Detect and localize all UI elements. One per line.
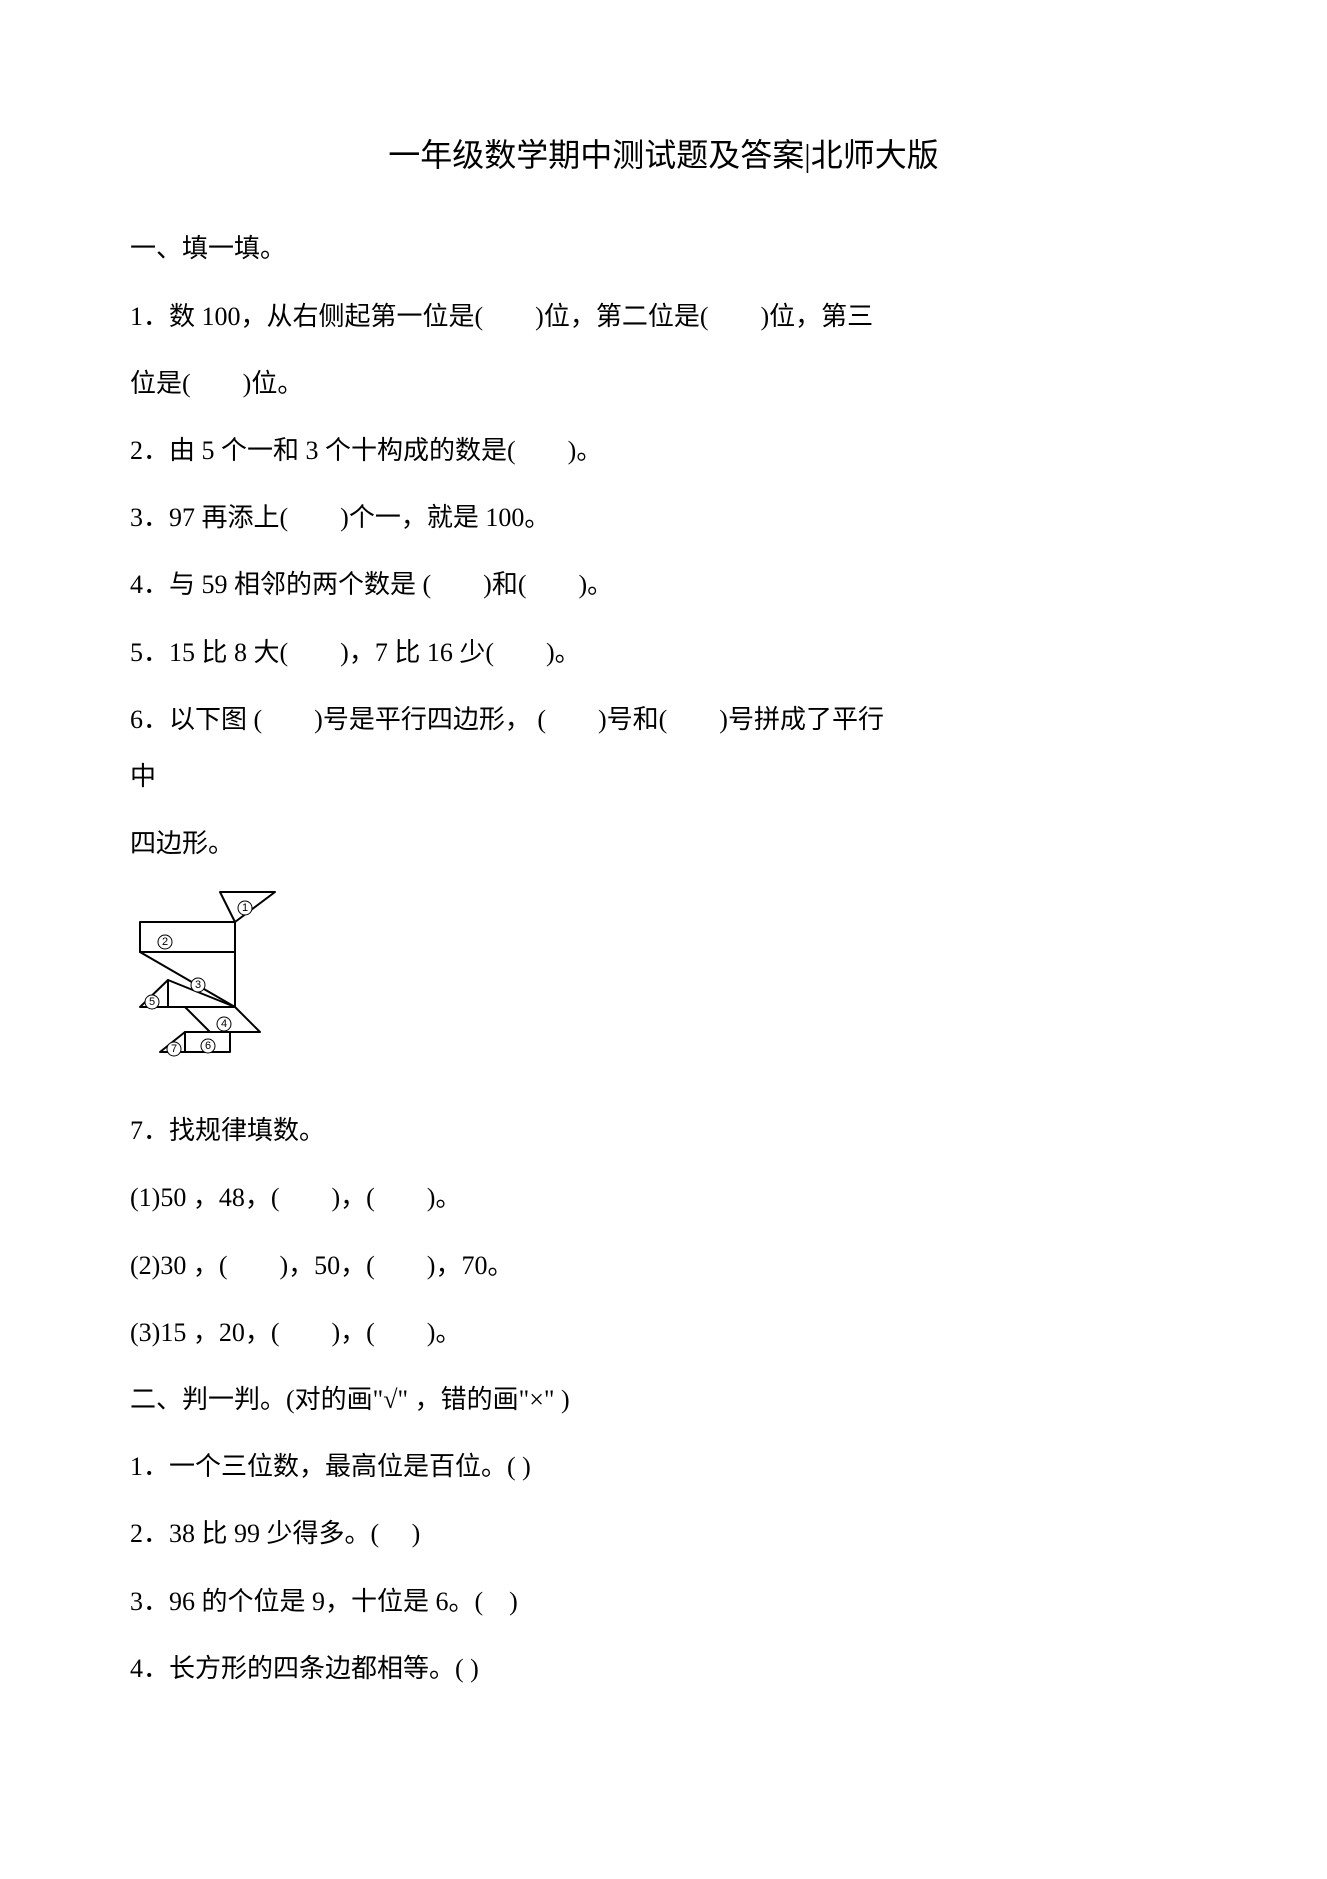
q1-line2: 位是( )位。 [130, 355, 1197, 412]
q2: 2．由 5 个一和 3 个十构成的数是( )。 [130, 422, 1197, 479]
s2-q4: 4．长方形的四条边都相等。( ) [130, 1640, 1197, 1697]
svg-text:4: 4 [221, 1018, 227, 1030]
q7-3: (3)15 ，20，( )，( )。 [130, 1304, 1197, 1361]
svg-text:2: 2 [162, 936, 168, 948]
svg-text:5: 5 [149, 996, 155, 1008]
q3: 3．97 再添上( )个一，就是 100。 [130, 489, 1197, 546]
svg-text:3: 3 [195, 979, 201, 991]
q6-mid: 中 [130, 748, 1197, 805]
svg-text:7: 7 [171, 1043, 177, 1055]
q6-line2: 四边形。 [130, 815, 1197, 872]
q7: 7．找规律填数。 [130, 1102, 1197, 1159]
q4: 4．与 59 相邻的两个数是 ( )和( )。 [130, 556, 1197, 613]
s2-q3: 3．96 的个位是 9，十位是 6。( ) [130, 1573, 1197, 1630]
page: 一年级数学期中测试题及答案|北师大版 一、填一填。 1．数 100，从右侧起第一… [0, 0, 1327, 1879]
q6-line1: 6．以下图 ( )号是平行四边形， ( )号和( )号拼成了平行 [130, 691, 1197, 748]
section-1-head: 一、填一填。 [130, 220, 1197, 277]
svg-text:6: 6 [205, 1040, 211, 1052]
page-title: 一年级数学期中测试题及答案|北师大版 [130, 120, 1197, 190]
s2-q1: 1．一个三位数，最高位是百位。( ) [130, 1438, 1197, 1495]
tangram-figure: 1 2 3 5 4 7 6 [130, 882, 1197, 1072]
q1-line1: 1．数 100，从右侧起第一位是( )位，第二位是( )位，第三 [130, 288, 1197, 345]
svg-text:1: 1 [242, 902, 248, 914]
q7-2: (2)30 ，( )，50，( )，70。 [130, 1237, 1197, 1294]
tangram-svg: 1 2 3 5 4 7 6 [130, 882, 300, 1072]
section-2-head: 二、判一判。(对的画"√" ，错的画"×" ) [130, 1371, 1197, 1428]
q7-1: (1)50 ，48，( )，( )。 [130, 1169, 1197, 1226]
s2-q2: 2．38 比 99 少得多。( ) [130, 1505, 1197, 1562]
q5: 5．15 比 8 大( )，7 比 16 少( )。 [130, 624, 1197, 681]
